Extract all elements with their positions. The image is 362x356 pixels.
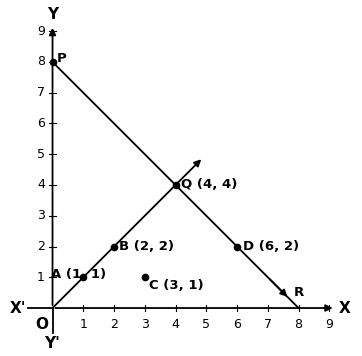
- Text: P: P: [57, 52, 67, 66]
- Text: O: O: [35, 316, 48, 332]
- Text: 3: 3: [141, 318, 149, 331]
- Text: 9: 9: [325, 318, 333, 331]
- Text: R: R: [294, 287, 304, 299]
- Text: 8: 8: [37, 56, 45, 68]
- Text: 5: 5: [202, 318, 210, 331]
- Text: A (1, 1): A (1, 1): [51, 268, 106, 281]
- Text: 6: 6: [37, 117, 45, 130]
- Text: 1: 1: [79, 318, 87, 331]
- Text: 5: 5: [37, 148, 45, 161]
- Text: 4: 4: [172, 318, 180, 331]
- Text: 9: 9: [37, 25, 45, 38]
- Text: 2: 2: [110, 318, 118, 331]
- Text: Q (4, 4): Q (4, 4): [181, 178, 237, 192]
- Text: 4: 4: [37, 178, 45, 192]
- Text: 2: 2: [37, 240, 45, 253]
- Text: 6: 6: [233, 318, 241, 331]
- Text: Y': Y': [45, 336, 60, 351]
- Text: X': X': [10, 300, 26, 315]
- Text: 3: 3: [37, 209, 45, 222]
- Text: B (2, 2): B (2, 2): [119, 240, 174, 253]
- Text: C (3, 1): C (3, 1): [150, 279, 204, 292]
- Text: D (6, 2): D (6, 2): [243, 240, 299, 253]
- Text: 7: 7: [264, 318, 272, 331]
- Text: X: X: [338, 300, 350, 315]
- Text: 8: 8: [295, 318, 303, 331]
- Text: 1: 1: [37, 271, 45, 284]
- Text: Y: Y: [47, 7, 58, 22]
- Text: 7: 7: [37, 86, 45, 99]
